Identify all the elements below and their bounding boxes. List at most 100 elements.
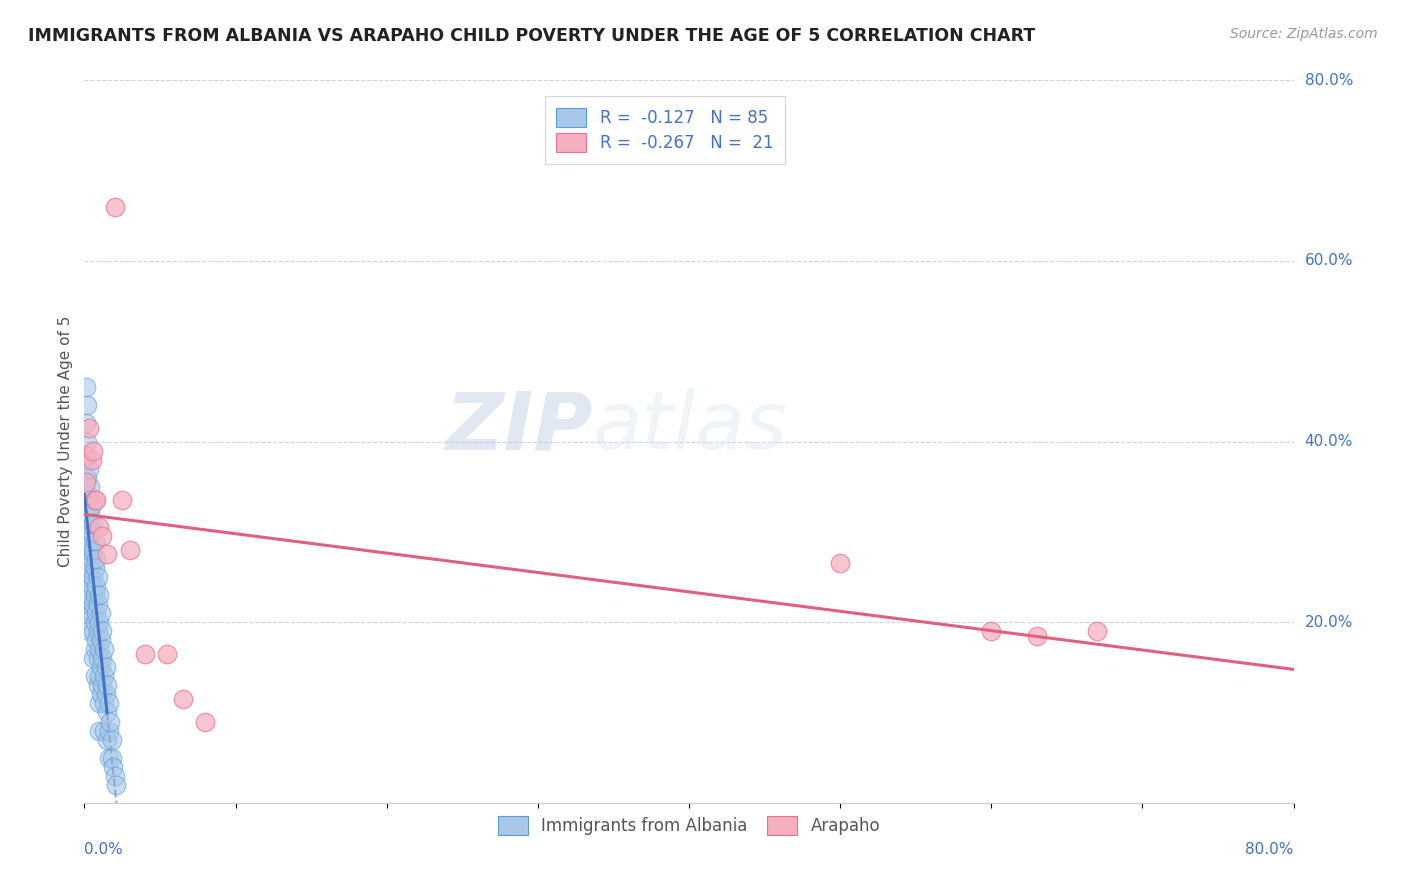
Point xyxy=(87,597,110,611)
Point xyxy=(93,723,115,738)
Point xyxy=(76,398,98,412)
Text: 80.0%: 80.0% xyxy=(1246,842,1294,856)
Point xyxy=(75,475,97,490)
Point xyxy=(111,493,134,508)
Point xyxy=(82,516,104,530)
Point xyxy=(91,624,114,639)
Point xyxy=(96,732,118,747)
Point xyxy=(89,697,111,711)
Point xyxy=(1085,624,1108,639)
Point xyxy=(82,624,104,639)
Point xyxy=(118,542,141,557)
Point xyxy=(96,678,118,692)
Text: ZIP: ZIP xyxy=(444,388,592,467)
Point xyxy=(134,647,156,661)
Point xyxy=(76,524,98,539)
Point xyxy=(89,723,111,738)
Point xyxy=(87,678,110,692)
Point xyxy=(75,542,97,557)
Point xyxy=(87,651,110,665)
Point xyxy=(79,507,101,521)
Point xyxy=(84,493,107,508)
Point xyxy=(93,697,115,711)
Y-axis label: Child Poverty Under the Age of 5: Child Poverty Under the Age of 5 xyxy=(58,316,73,567)
Point xyxy=(97,750,120,764)
Text: 40.0%: 40.0% xyxy=(1305,434,1353,449)
Point xyxy=(76,471,98,485)
Point xyxy=(980,624,1002,639)
Point xyxy=(77,421,100,435)
Point xyxy=(76,552,98,566)
Point xyxy=(84,669,107,683)
Text: 80.0%: 80.0% xyxy=(1305,73,1353,87)
Point xyxy=(97,697,120,711)
Text: atlas: atlas xyxy=(592,388,787,467)
Point xyxy=(93,669,115,683)
Point xyxy=(77,542,100,557)
Point xyxy=(87,624,110,639)
Point xyxy=(75,597,97,611)
Point xyxy=(82,597,104,611)
Point xyxy=(100,750,122,764)
Point xyxy=(75,380,97,394)
Point xyxy=(104,200,127,214)
Point xyxy=(77,516,100,530)
Point xyxy=(86,633,108,648)
Point xyxy=(194,714,217,729)
Point xyxy=(84,533,107,548)
Point xyxy=(94,660,117,674)
Point xyxy=(80,579,103,593)
Point xyxy=(830,557,852,571)
Point xyxy=(76,606,98,620)
Point xyxy=(89,588,111,602)
Point xyxy=(77,597,100,611)
Point xyxy=(80,524,103,539)
Point xyxy=(79,533,101,548)
Point xyxy=(76,434,98,449)
Text: 20.0%: 20.0% xyxy=(1305,615,1353,630)
Text: 60.0%: 60.0% xyxy=(1305,253,1353,268)
Point xyxy=(1025,629,1047,643)
Point xyxy=(86,552,108,566)
Point xyxy=(86,579,108,593)
Point xyxy=(84,588,107,602)
Point xyxy=(80,452,103,467)
Point xyxy=(172,692,194,706)
Point xyxy=(91,529,114,543)
Point xyxy=(75,448,97,462)
Point xyxy=(90,633,112,648)
Text: IMMIGRANTS FROM ALBANIA VS ARAPAHO CHILD POVERTY UNDER THE AGE OF 5 CORRELATION : IMMIGRANTS FROM ALBANIA VS ARAPAHO CHILD… xyxy=(28,27,1035,45)
Point xyxy=(79,588,101,602)
Point xyxy=(96,706,118,720)
Text: Source: ZipAtlas.com: Source: ZipAtlas.com xyxy=(1230,27,1378,41)
Point xyxy=(75,452,97,467)
Point xyxy=(89,520,111,534)
Text: 0.0%: 0.0% xyxy=(84,842,124,856)
Point xyxy=(86,493,108,508)
Point xyxy=(75,489,97,503)
Point xyxy=(84,615,107,630)
Point xyxy=(75,417,97,431)
Point xyxy=(89,642,111,657)
Point xyxy=(80,552,103,566)
Point xyxy=(156,647,179,661)
Point xyxy=(77,570,100,584)
Point xyxy=(86,606,108,620)
Point xyxy=(79,480,101,494)
Point xyxy=(101,760,124,774)
Point xyxy=(79,561,101,575)
Point xyxy=(90,660,112,674)
Point xyxy=(104,769,127,783)
Point xyxy=(91,678,114,692)
Point xyxy=(75,516,97,530)
Point xyxy=(77,489,100,503)
Point xyxy=(97,723,120,738)
Legend: Immigrants from Albania, Arapaho: Immigrants from Albania, Arapaho xyxy=(488,805,890,845)
Point xyxy=(84,561,107,575)
Point xyxy=(77,624,100,639)
Point xyxy=(77,461,100,475)
Point xyxy=(94,687,117,701)
Point xyxy=(80,498,103,512)
Point xyxy=(82,570,104,584)
Point xyxy=(82,651,104,665)
